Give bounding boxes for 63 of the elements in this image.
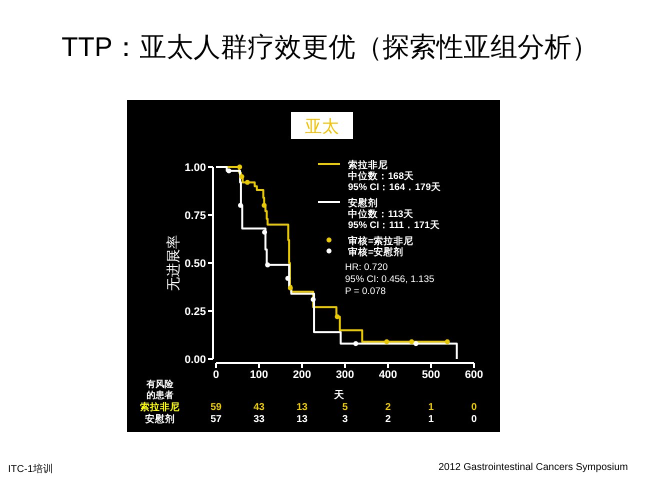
text: 5	[342, 402, 348, 413]
y-tick-label: 1.00	[184, 162, 206, 174]
y-tick-label: 0.00	[184, 354, 206, 366]
point	[262, 230, 268, 235]
text: 1	[428, 414, 434, 425]
annotation: 中位数：168天	[348, 170, 415, 182]
text: 13	[296, 414, 308, 425]
annotation: HR: 0.720	[345, 262, 388, 273]
x-tick-label: 600	[464, 369, 484, 381]
legend-label: 审核=索拉非尼	[348, 235, 414, 247]
text: 57	[210, 414, 222, 425]
point	[444, 339, 450, 344]
point	[310, 296, 316, 302]
point	[265, 262, 270, 268]
text: 2012 Gastrointestinal Cancers Symposium	[438, 462, 628, 473]
x-tick-label: 0	[212, 369, 220, 381]
x-axis-title: 天	[333, 389, 345, 401]
annotation: 95% CI：164．179天	[348, 181, 442, 193]
text: 3	[342, 414, 348, 425]
x-tick-label: 500	[422, 369, 440, 381]
text: 59	[210, 402, 222, 413]
point	[409, 339, 414, 344]
point	[237, 164, 242, 170]
x-tick-label: 200	[292, 369, 312, 381]
text: 2	[385, 402, 392, 413]
legend-label: 审核=安慰剂	[348, 246, 404, 258]
text: 安慰剂	[145, 414, 175, 425]
y-tick-label: 0.75	[184, 210, 206, 222]
text: ITC-1培训	[8, 463, 53, 475]
y-tick-label: 0.50	[184, 258, 206, 270]
point	[384, 339, 390, 344]
point	[285, 276, 290, 281]
x-tick-label: 400	[378, 369, 398, 381]
text: 0	[471, 402, 478, 413]
x-tick-label: 100	[250, 369, 268, 381]
x-tick-label: 300	[336, 369, 354, 381]
annotation: 95% CI：111．171天	[348, 219, 441, 231]
text: 0	[471, 414, 478, 425]
chart-subtitle: 亚太	[305, 117, 339, 136]
point	[226, 168, 232, 174]
point	[238, 202, 244, 208]
point	[334, 314, 340, 320]
y-tick-label: 0.25	[184, 306, 206, 318]
point	[288, 285, 293, 290]
point	[353, 341, 358, 346]
text: 1	[428, 402, 434, 413]
point	[262, 202, 267, 208]
point	[239, 174, 244, 180]
text: 43	[253, 402, 265, 413]
text: 有风险的患者	[146, 379, 174, 400]
annotation: P = 0.078	[345, 286, 386, 297]
text: 13	[296, 402, 308, 413]
chart-title: TTP：亚太人群疗效更优（探索性亚组分析）	[62, 32, 598, 62]
legend-label: 安慰剂	[348, 197, 378, 209]
point	[413, 341, 418, 346]
legend-label: 索拉非尼	[348, 159, 388, 171]
annotation: 95% CI: 0.456, 1.135	[345, 274, 434, 285]
y-axis-title: 无进展率	[165, 235, 181, 291]
point	[244, 180, 250, 185]
text: 33	[253, 414, 265, 425]
text: 2	[385, 414, 392, 425]
text: 索拉非尼	[140, 402, 180, 413]
annotation: 中位数：113天	[348, 208, 414, 220]
